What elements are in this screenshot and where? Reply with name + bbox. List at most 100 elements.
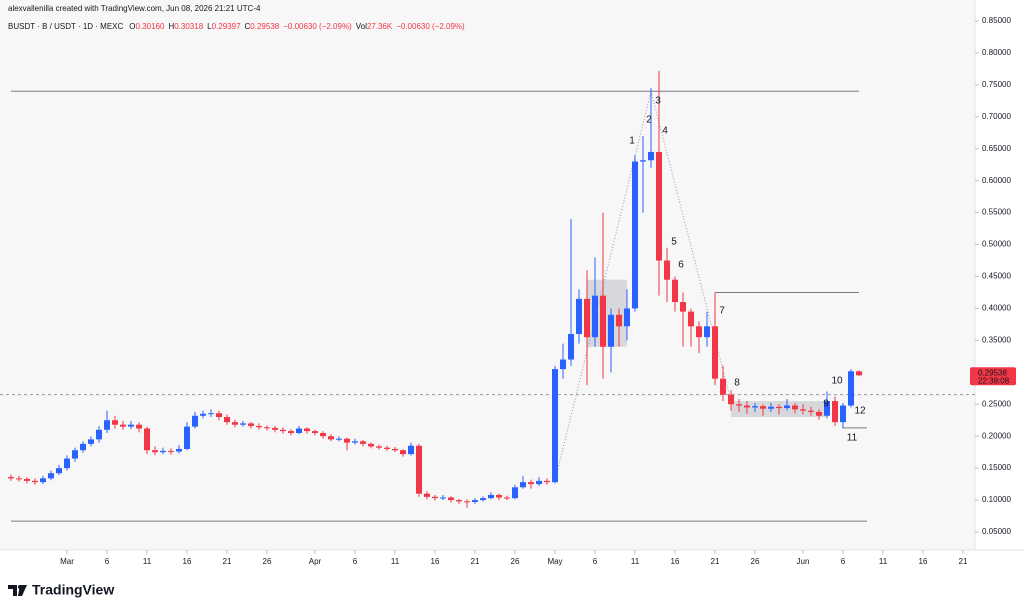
candle [704,311,710,347]
candle [304,427,310,434]
candle-body [768,406,774,409]
candle-body [248,423,254,426]
candle [408,442,414,456]
candle-body [616,314,622,327]
candle-body [168,450,174,452]
candle [272,425,278,433]
candle [720,365,726,402]
x-tick-label: Mar [60,557,74,566]
candle [432,494,438,501]
candle-body [320,432,326,437]
candle-body [672,279,678,303]
candle [592,257,598,347]
candle [192,411,198,429]
candle [16,475,22,482]
candle [24,477,30,484]
candle-body [112,420,118,425]
wave-label: 7 [719,306,725,317]
candle [760,404,766,416]
candle-body [16,478,22,480]
y-tick-label: 0.80000 [982,48,1011,57]
candle [712,292,718,386]
candle-body [256,425,262,428]
candle-body [752,406,758,408]
x-tick-label: May [547,557,562,566]
candle-body [96,429,102,440]
candle-body [592,295,598,338]
candle [376,444,382,450]
candle-body [784,405,790,409]
candle-body [344,438,350,443]
candle-body [632,161,638,309]
wave-label: 11 [847,433,858,444]
candle-body [720,378,726,395]
candle [536,477,542,487]
legend-symbol: BUSDT · B / USDT · 1D · MEXC [8,22,123,31]
candle [32,478,38,485]
candle-body [664,260,670,280]
legend-value: 27.36K [367,22,393,31]
candle [104,410,110,433]
candle [40,475,46,485]
candle [168,448,174,455]
candle [8,474,14,481]
candle-body [264,427,270,429]
y-tick-label: 0.35000 [982,335,1011,344]
candle [328,434,334,442]
candle-body [280,429,286,432]
candle [112,415,118,429]
candle-body [64,458,70,469]
candle [664,247,670,303]
candle-body [144,428,150,451]
x-tick-label: 21 [959,557,968,566]
candle [360,440,366,447]
candle [656,70,662,296]
candle-body [376,446,382,448]
candle-body [384,447,390,449]
x-tick-label: 26 [751,557,760,566]
trend-line [554,91,652,482]
y-tick-label: 0.70000 [982,112,1011,121]
candle-body [712,326,718,379]
candle [256,423,262,430]
candle [768,402,774,412]
candle [528,479,534,489]
candle [584,270,590,386]
candle [568,219,574,366]
candle-body [272,427,278,430]
candle [424,491,430,500]
candle-body [48,473,54,479]
candle [744,401,750,414]
wave-label: 8 [734,378,740,389]
candle [184,422,190,451]
candle [136,422,142,433]
candle-body [432,496,438,499]
candle [856,370,862,377]
candle-body [584,298,590,338]
last-price-label: 0.29538 [978,368,1007,377]
y-tick-label: 0.15000 [982,463,1011,472]
candle [160,447,166,455]
candle [72,447,78,462]
candle-body [680,302,686,312]
y-tick-label: 0.65000 [982,144,1011,153]
candle [632,155,638,312]
candle-body [192,415,198,427]
candle [200,410,206,419]
legend-key: O [129,22,135,31]
candle [208,409,214,418]
header: alexvallenilla created with TradingView.… [8,4,261,13]
candle-body [528,482,534,485]
candle [840,402,846,429]
candle-body [472,500,478,502]
candle-body [456,500,462,502]
legend-change: −0.00630 (−2.09%) [283,22,352,31]
candle-body [832,401,838,423]
candle [688,308,694,347]
plot-background [0,0,975,550]
candle-body [56,468,62,474]
candle-body [296,428,302,433]
legend-key: L [207,22,212,31]
candle-body [80,443,86,451]
candle-body [840,405,846,423]
